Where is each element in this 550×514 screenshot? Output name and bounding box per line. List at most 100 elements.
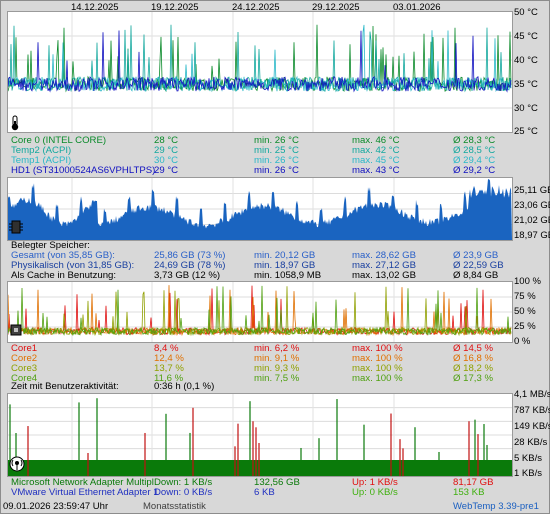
temp-stat-max: max. 43 °C xyxy=(352,165,400,176)
ram-stat-name: Als Cache in Benutzung: xyxy=(11,270,117,281)
cpu-stat-name: Core3 xyxy=(11,363,38,374)
cpu-series-line xyxy=(8,285,512,337)
ram-stat-cur: 25,86 GB (73 %) xyxy=(154,250,226,261)
cpu-stat-max: max. 100 % xyxy=(352,363,403,374)
temp-axis-label: 35 °C xyxy=(514,79,538,90)
temp-stat-cur: 28 °C xyxy=(154,135,179,146)
ram-axis-label: 21,02 GB xyxy=(514,215,550,226)
net-stat-down: Down: 1 KB/s xyxy=(154,477,213,488)
ram-stat-avg: Ø 23,9 GB xyxy=(453,250,499,261)
temp-stat-avg: Ø 29,2 °C xyxy=(453,165,496,176)
ram-axis-label: 25,11 GB xyxy=(514,185,550,196)
net-axis-label: 787 KB/s xyxy=(514,405,550,416)
cpu-stat-name: Core2 xyxy=(11,353,38,364)
status-datetime: 09.01.2026 23:59:47 Uhr xyxy=(3,501,109,512)
cpu-stat-cur: 8,4 % xyxy=(154,343,179,354)
cpu-stat-max: max. 100 % xyxy=(352,353,403,364)
cpu-stat-avg: Ø 17,3 % xyxy=(453,373,493,384)
cpu-stat-min: min. 9,1 % xyxy=(254,353,300,364)
date-label: 19.12.2025 xyxy=(151,2,199,13)
net-stat-name: VMware Virtual Ethernet Adapter 1 xyxy=(11,487,159,498)
ram-axis-label: 23,06 GB xyxy=(514,200,550,211)
net-stat-downtotal: 132,56 GB xyxy=(254,477,300,488)
ram-stat-max: max. 27,12 GB xyxy=(352,260,416,271)
net-stat-down: Down: 0 KB/s xyxy=(154,487,213,498)
cpu-stat-min: min. 7,5 % xyxy=(254,373,300,384)
ram-stat-avg: Ø 22,59 GB xyxy=(453,260,504,271)
ram-stat-cur: 3,73 GB (12 %) xyxy=(154,270,221,281)
memory-chip-icon xyxy=(9,220,23,234)
temp-axis-label: 30 °C xyxy=(514,103,538,114)
cpu-axis-label: 100 % xyxy=(514,276,541,287)
thermometer-icon xyxy=(11,115,19,131)
temp-axis-label: 40 °C xyxy=(514,55,538,66)
cpu-stat-avg: Ø 18,2 % xyxy=(453,363,493,374)
temp-stat-min: min. 26 °C xyxy=(254,135,299,146)
cpu-axis-label: 25 % xyxy=(514,321,536,332)
net-stat-up: Up: 0 KB/s xyxy=(352,487,398,498)
cpu-stat-name: Core4 xyxy=(11,373,38,384)
cpu-stat-avg: Ø 14,5 % xyxy=(453,343,493,354)
cpu-axis-label: 0 % xyxy=(514,336,531,347)
net-baseline-area xyxy=(8,460,512,476)
net-stat-uptotal: 153 KB xyxy=(453,487,485,498)
temp-stat-max: max. 45 °C xyxy=(352,155,400,166)
temp-stat-name: HD1 (ST31000524AS6VPHLTPS) xyxy=(11,165,156,176)
ram-stat-avg: Ø 8,84 GB xyxy=(453,270,499,281)
net-axis-label: 28 KB/s xyxy=(514,437,548,448)
temp-axis-label: 50 °C xyxy=(514,7,538,18)
cpu-stat-cur: 12,4 % xyxy=(154,353,184,364)
net-axis-label: 149 KB/s xyxy=(514,421,550,432)
cpu-stat-cur: 13,7 % xyxy=(154,363,184,374)
cpu-stat-max: max. 100 % xyxy=(352,373,403,384)
temp-stat-cur: 29 °C xyxy=(154,165,179,176)
ram-stat-max: max. 28,62 GB xyxy=(352,250,416,261)
temp-series-line xyxy=(8,30,512,93)
net-stat-uptotal: 81,17 GB xyxy=(453,477,494,488)
temp-stat-min: min. 26 °C xyxy=(254,155,299,166)
net-stat-downtotal: 6 KB xyxy=(254,487,275,498)
temp-stat-avg: Ø 29,4 °C xyxy=(453,155,496,166)
temp-axis-label: 45 °C xyxy=(514,31,538,42)
date-label: 14.12.2025 xyxy=(71,2,119,13)
temperature-graph xyxy=(7,11,513,133)
activity-value: 0:36 h (0,1 %) xyxy=(154,381,215,392)
ram-stat-min: min. 18,97 GB xyxy=(254,260,316,271)
temp-stat-name: Temp2 (ACPI) xyxy=(11,145,72,156)
cpu-stat-min: min. 9,3 % xyxy=(254,363,300,374)
ram-stat-name: Gesamt (von 35,85 GB): xyxy=(11,250,115,261)
date-label: 03.01.2026 xyxy=(393,2,441,13)
cpu-chip-icon xyxy=(10,324,22,336)
net-axis-label: 5 KB/s xyxy=(514,453,542,464)
date-label: 24.12.2025 xyxy=(232,2,280,13)
net-stat-name: Microsoft Network Adapter Multipl xyxy=(11,477,154,488)
ram-stat-max: max. 13,02 GB xyxy=(352,270,416,281)
cpu-stat-name: Core1 xyxy=(11,343,38,354)
cpu-stat-max: max. 100 % xyxy=(352,343,403,354)
cpu-axis-label: 50 % xyxy=(514,306,536,317)
temp-stat-name: Temp1 (ACPI) xyxy=(11,155,72,166)
ram-stat-name: Physikalisch (von 31,85 GB): xyxy=(11,260,135,271)
net-stat-up: Up: 1 KB/s xyxy=(352,477,398,488)
ram-axis-label: 18,97 GB xyxy=(514,230,550,241)
ram-stat-cur: 24,69 GB (78 %) xyxy=(154,260,226,271)
ram-usage-area xyxy=(8,179,512,240)
network-antenna-icon xyxy=(9,456,25,472)
activity-label: Zeit mit Benutzeraktivität: xyxy=(11,381,119,392)
ram-stat-min: min. 1058,9 MB xyxy=(254,270,322,281)
temp-stat-max: max. 42 °C xyxy=(352,145,400,156)
temp-series-line xyxy=(8,24,512,93)
status-mode: Monatsstatistik xyxy=(143,501,206,512)
temp-axis-label: 25 °C xyxy=(514,126,538,137)
memory-graph xyxy=(7,177,513,241)
temp-stat-avg: Ø 28,3 °C xyxy=(453,135,496,146)
app-version-link[interactable]: WebTemp 3.39-pre1 xyxy=(453,501,539,512)
network-graph xyxy=(7,393,513,477)
date-label: 29.12.2025 xyxy=(312,2,360,13)
net-axis-label: 4,1 MB/s xyxy=(514,389,550,400)
temp-stat-avg: Ø 28,5 °C xyxy=(453,145,496,156)
temp-stat-min: min. 26 °C xyxy=(254,165,299,176)
cpu-stat-avg: Ø 16,8 % xyxy=(453,353,493,364)
cpu-stat-cur: 11,6 % xyxy=(154,373,184,384)
cpu-stat-min: min. 6,2 % xyxy=(254,343,300,354)
